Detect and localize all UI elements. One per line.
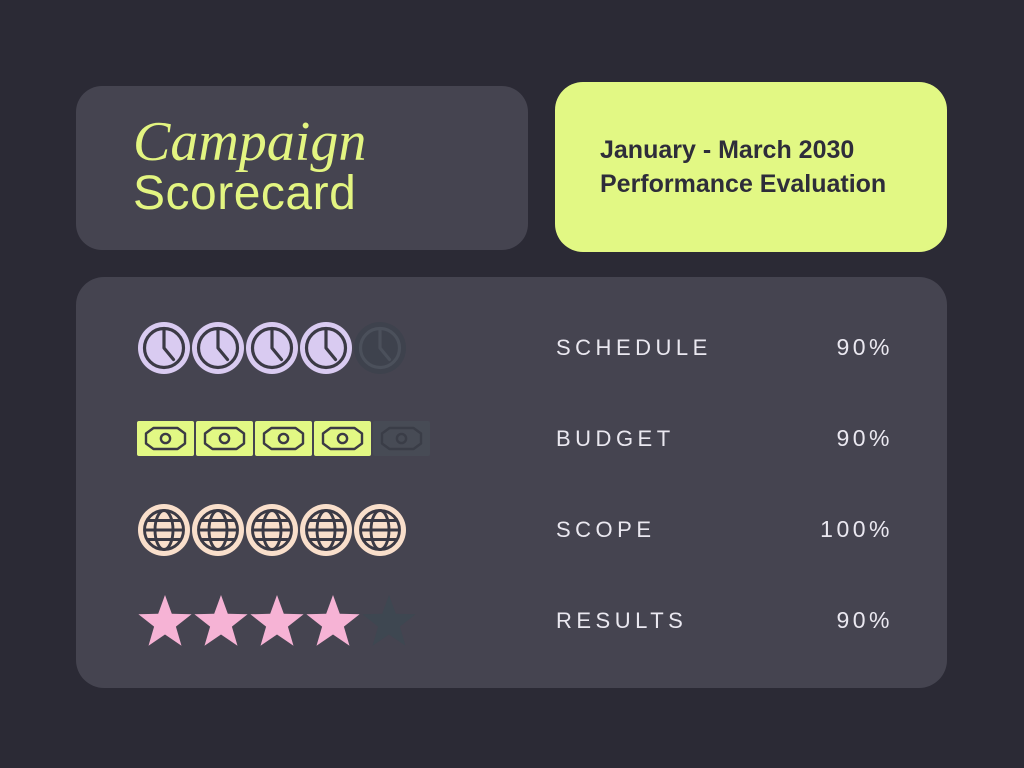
metric-label: SCHEDULE bbox=[556, 334, 712, 360]
clock-icon bbox=[137, 321, 191, 375]
metric-value: 90% bbox=[836, 425, 893, 451]
money-rating bbox=[137, 421, 556, 456]
star-icon-dim bbox=[361, 594, 417, 647]
metric-label: RESULTS bbox=[556, 607, 688, 633]
globe-icon bbox=[191, 503, 245, 557]
star-icon bbox=[305, 594, 361, 647]
period-subtitle: Performance Evaluation bbox=[600, 170, 887, 198]
star-icon bbox=[137, 594, 193, 647]
clock-icon-dim bbox=[353, 321, 407, 375]
metric-value: 100% bbox=[820, 516, 893, 542]
metric-value: 90% bbox=[836, 334, 893, 360]
page-title-scorecard: Scorecard bbox=[133, 167, 357, 220]
globe-icon bbox=[353, 503, 407, 557]
money-icon bbox=[137, 421, 194, 456]
clock-rating bbox=[137, 321, 556, 375]
money-icon-dim bbox=[373, 421, 430, 456]
scorecard-panel: SCHEDULE 90% BUDGET 90% bbox=[76, 277, 947, 688]
scorecard-row-scope: SCOPE 100% bbox=[137, 484, 893, 575]
scorecard-row-budget: BUDGET 90% bbox=[137, 393, 893, 484]
money-icon bbox=[196, 421, 253, 456]
star-icon bbox=[249, 594, 305, 647]
clock-icon bbox=[299, 321, 353, 375]
money-icon bbox=[314, 421, 371, 456]
metric-value: 90% bbox=[836, 607, 893, 633]
globe-icon bbox=[137, 503, 191, 557]
metric-label: SCOPE bbox=[556, 516, 656, 542]
clock-icon bbox=[191, 321, 245, 375]
clock-icon bbox=[245, 321, 299, 375]
scorecard-row-results: RESULTS 90% bbox=[137, 575, 893, 666]
period-card: January - March 2030 Performance Evaluat… bbox=[555, 82, 947, 252]
scorecard-row-schedule: SCHEDULE 90% bbox=[137, 302, 893, 393]
title-card: Campaign Scorecard bbox=[76, 86, 528, 250]
globe-icon bbox=[299, 503, 353, 557]
period-range: January - March 2030 bbox=[600, 136, 855, 164]
star-icon bbox=[193, 594, 249, 647]
star-rating bbox=[137, 594, 556, 647]
metric-label: BUDGET bbox=[556, 425, 675, 451]
page-title-campaign: Campaign bbox=[133, 111, 367, 173]
money-icon bbox=[255, 421, 312, 456]
globe-rating bbox=[137, 503, 556, 557]
globe-icon bbox=[245, 503, 299, 557]
